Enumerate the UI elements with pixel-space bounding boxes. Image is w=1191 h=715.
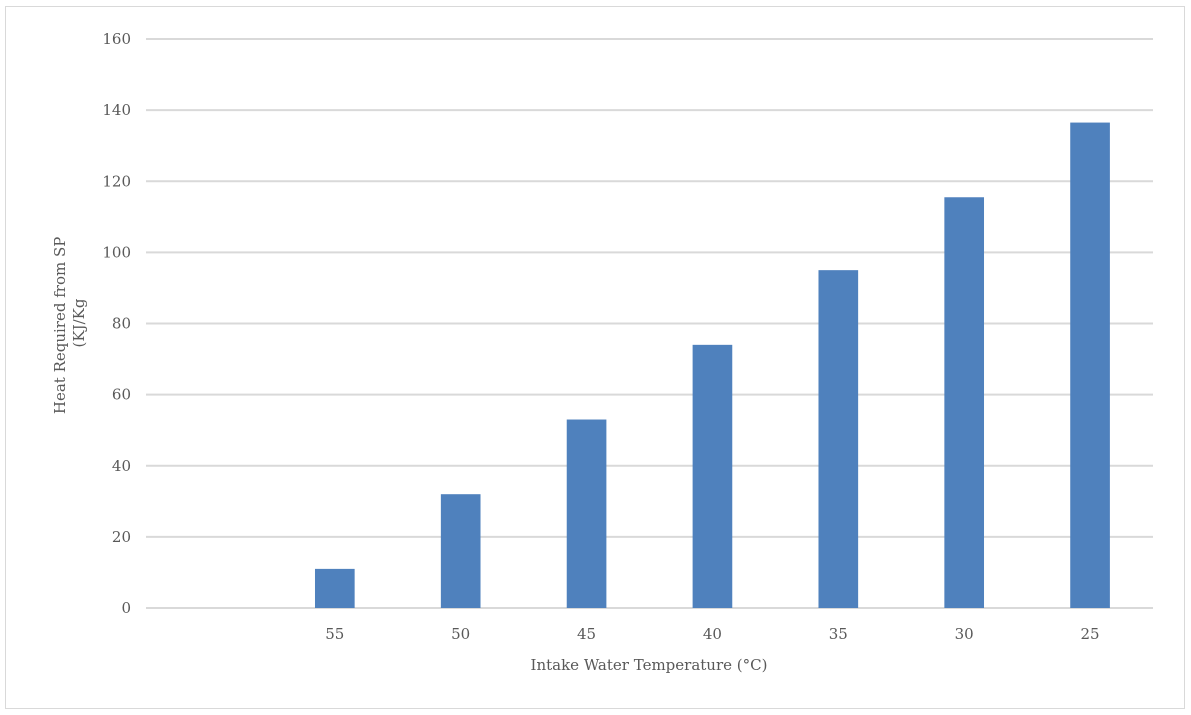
y-axis-title: Heat Required from SP (KJ/Kg — [51, 232, 88, 414]
x-tick-label: 40 — [703, 625, 722, 643]
bar — [1070, 122, 1110, 609]
x-tick-label: 25 — [1081, 625, 1100, 643]
bar — [818, 270, 859, 608]
x-tick-label: 45 — [577, 625, 596, 643]
x-axis-ticks: 55 50 45 40 35 30 25 — [325, 625, 1099, 643]
bar — [566, 419, 607, 608]
bar — [692, 344, 733, 608]
y-tick-label: 40 — [112, 457, 131, 475]
x-tick-label: 55 — [325, 625, 344, 643]
bar — [440, 494, 481, 608]
y-axis-title-line-2: (KJ/Kg — [70, 298, 88, 347]
bars — [314, 122, 1110, 609]
y-axis-title-line-1: Heat Required from SP — [51, 237, 69, 414]
gridlines — [146, 38, 1153, 609]
y-tick-label: 140 — [102, 101, 131, 119]
x-tick-label: 50 — [451, 625, 470, 643]
x-tick-label: 30 — [955, 625, 974, 643]
y-axis-ticks: 0 20 40 60 80 100 120 140 160 — [102, 30, 131, 617]
y-tick-label: 100 — [102, 243, 131, 261]
y-tick-label: 80 — [112, 315, 131, 333]
bar — [314, 568, 355, 608]
y-tick-label: 160 — [102, 30, 131, 48]
y-tick-label: 60 — [112, 386, 131, 404]
y-tick-label: 0 — [121, 599, 131, 617]
x-axis-title: Intake Water Temperature (°C) — [531, 656, 768, 674]
bar — [944, 197, 985, 609]
y-tick-label: 120 — [102, 172, 131, 190]
x-tick-label: 35 — [829, 625, 848, 643]
y-tick-label: 20 — [112, 528, 131, 546]
